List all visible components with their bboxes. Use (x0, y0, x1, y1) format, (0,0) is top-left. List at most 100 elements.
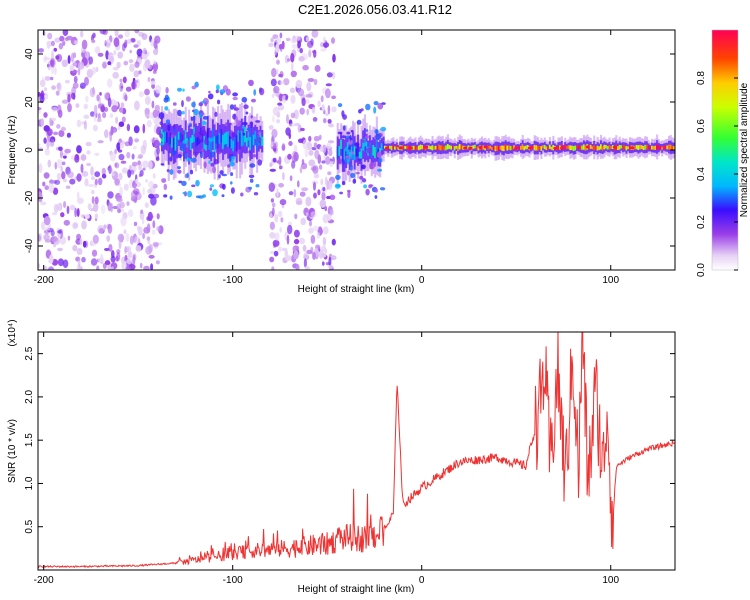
spectrogram-blob (166, 169, 170, 173)
spectrogram-blob (67, 171, 74, 179)
spectrogram-band-core (218, 132, 221, 144)
spectrogram-band-core (542, 145, 545, 149)
spectrogram-blob (101, 167, 107, 176)
spectrogram-blob (321, 191, 326, 202)
spectrogram-blob (208, 90, 211, 94)
spectrogram-blob (217, 99, 221, 105)
spectrogram-band-core (232, 140, 235, 152)
spectrogram-blob (270, 198, 274, 203)
spectrogram-band-core (228, 133, 231, 148)
spectrogram-blob (329, 209, 334, 216)
spectrogram-blob (136, 182, 142, 188)
spectrogram-blob (92, 124, 98, 132)
spectrogram-blob (271, 67, 277, 78)
spectrogram-band-core (567, 145, 570, 149)
snr-ylabel: SNR (10 * v/v) (7, 419, 18, 483)
spectrogram-blob (116, 203, 122, 210)
spectrogram-blob (109, 152, 116, 162)
spectrogram-blob (374, 129, 379, 134)
spectrogram-band-core (656, 144, 659, 150)
spectrogram-blob (288, 123, 295, 128)
spectrogram-blob (155, 84, 162, 94)
spectrogram-band-core (394, 146, 397, 150)
spectrogram-blob (320, 95, 324, 103)
spectrogram-blob (272, 239, 280, 247)
spectrogram-band-core (261, 136, 264, 146)
spectrogram-blob (310, 211, 317, 218)
spectrogram-blob (243, 104, 249, 109)
spectrogram-band-core (374, 147, 377, 159)
spectrogram-blob (40, 118, 45, 127)
spectrogram-blob (127, 209, 134, 218)
spectrogram-blob (86, 150, 91, 155)
spectrogram-feature-0 (38, 30, 164, 270)
spectrogram-band-core (605, 145, 608, 149)
spectrogram-blob (271, 94, 275, 98)
spectrogram-band-core (455, 145, 458, 149)
spectrogram-blob (47, 159, 52, 168)
spectrogram-blob (241, 121, 248, 126)
spectrogram-band-core (179, 132, 182, 143)
spectrogram-band-core (382, 141, 385, 149)
spectrogram-blob (127, 169, 132, 178)
spectrogram-blob (131, 153, 135, 160)
spectrogram-blob (51, 85, 56, 90)
spectrogram-blob (160, 163, 165, 166)
spectrogram-blob (133, 221, 138, 227)
spectrogram-blob (103, 92, 110, 101)
spectrogram-blob (59, 149, 63, 159)
spectrogram-blob (153, 139, 160, 149)
spectrogram-blob (137, 226, 143, 236)
spectrogram-blob (61, 161, 66, 166)
spectrogram-blob (358, 109, 362, 114)
spectrogram-blob (241, 125, 245, 129)
spectrogram-band-core (569, 145, 572, 151)
spectrogram-blob (183, 152, 189, 159)
spectrogram-blob (67, 93, 71, 103)
spectrogram-blob (362, 178, 367, 183)
spectrogram-blob (114, 178, 120, 186)
spectrogram-band-core (210, 139, 213, 152)
spectrogram-blob (202, 129, 207, 136)
spectrogram-blob (159, 121, 163, 126)
snr-scale-label: (x10⁴) (7, 319, 18, 346)
spectrogram-band-core (390, 145, 393, 151)
spectrogram-blob (161, 178, 167, 183)
spectrogram-band-core (598, 146, 601, 151)
spectrogram-blob (301, 97, 306, 107)
spectrogram-band-core (649, 146, 652, 150)
spectrogram-blob (59, 35, 65, 42)
spectrogram-blob (254, 142, 260, 146)
spectrogram-blob (313, 135, 321, 142)
spectrogram-band-core (501, 145, 504, 151)
spectrogram-blob (116, 197, 123, 203)
spectrogram-blob (44, 226, 51, 231)
spectrogram-blob (323, 36, 326, 44)
spectrogram-blob (193, 108, 199, 116)
spectrogram-band-core (589, 144, 592, 149)
spectrogram-blob (335, 174, 341, 180)
spectrogram-blob (287, 153, 292, 160)
spectrogram-blob (181, 111, 185, 115)
spectrogram-blob (331, 37, 335, 44)
spectrogram-blob (299, 166, 303, 174)
spectrogram-blob (141, 218, 145, 225)
spectrogram-blob (348, 146, 351, 150)
spectrogram-band-core (252, 134, 255, 145)
spectrogram-band-core (445, 145, 448, 151)
spectrogram-blob (221, 173, 228, 177)
spectrogram-blob (75, 103, 80, 108)
spectrogram-band-core (545, 146, 548, 151)
spectrogram-blob (310, 246, 314, 255)
spectrogram-band-core (240, 130, 243, 147)
spectrogram-band-core (227, 131, 230, 147)
spectrogram-blob (328, 264, 334, 270)
spectrogram-blob (289, 175, 293, 182)
spectrogram-blob (231, 131, 235, 138)
spectrogram-blob (63, 155, 67, 159)
spectrogram-blob (130, 169, 135, 175)
spectrogram-band-core (370, 147, 373, 159)
spectrogram-blob (143, 265, 150, 270)
spectrogram-blob (58, 130, 65, 137)
spectrogram-blob (129, 235, 134, 245)
